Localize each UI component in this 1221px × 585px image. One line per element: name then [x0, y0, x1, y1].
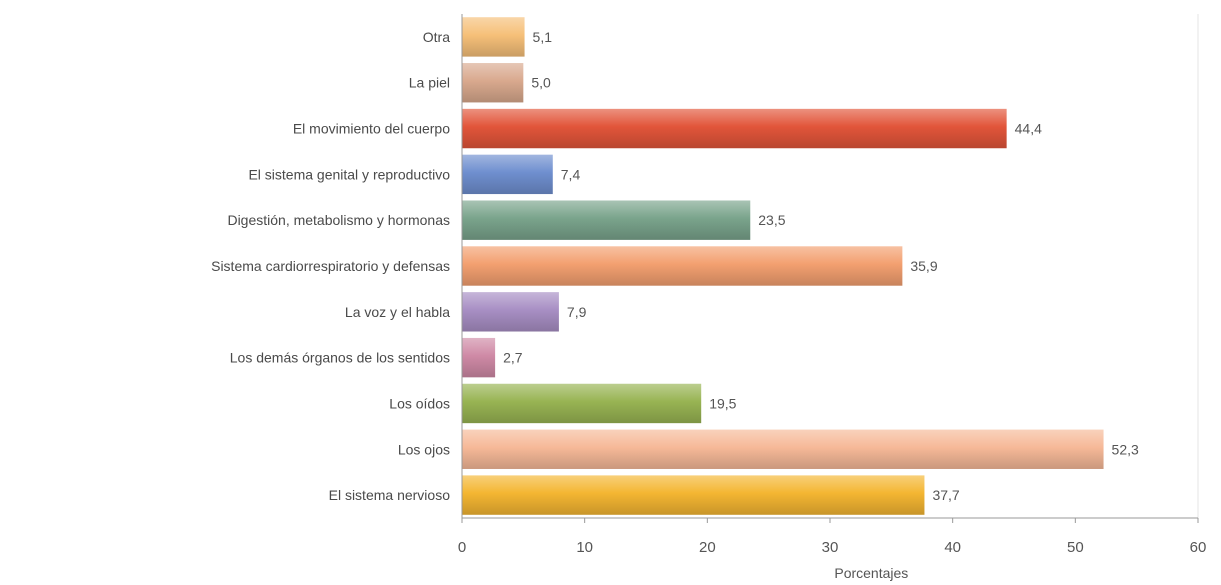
x-ticks-group: 0 10 20 30 40 50 60 — [458, 518, 1207, 556]
bars-group — [462, 17, 1104, 515]
value-label-4: 23,5 — [758, 212, 785, 228]
bar-10 — [462, 475, 925, 515]
bar-4 — [462, 200, 751, 240]
x-tick-label-0: 0 — [458, 539, 466, 556]
value-label-1: 5,0 — [531, 75, 551, 91]
value-label-2: 44,4 — [1015, 121, 1042, 137]
value-label-10: 37,7 — [932, 487, 959, 503]
category-label-7: Los demás órganos de los sentidos — [230, 350, 450, 366]
value-label-3: 7,4 — [561, 166, 581, 182]
x-tick-label-4: 40 — [944, 539, 961, 556]
bar-0 — [462, 17, 525, 57]
bar-6 — [462, 292, 559, 332]
category-label-8: Los oídos — [389, 395, 450, 411]
category-label-2: El movimiento del cuerpo — [293, 121, 450, 137]
value-label-6: 7,9 — [567, 304, 587, 320]
value-label-7: 2,7 — [503, 350, 523, 366]
x-tick-label-6: 60 — [1190, 539, 1207, 556]
category-label-10: El sistema nervioso — [329, 487, 451, 503]
category-label-4: Digestión, metabolismo y hormonas — [227, 212, 450, 228]
value-labels-group: 5,1 5,0 44,4 7,4 23,5 35,9 7,9 2,7 19,5 52,3 37,7 — [503, 29, 1139, 503]
category-label-3: El sistema genital y reproductivo — [248, 166, 450, 182]
x-tick-label-3: 30 — [822, 539, 839, 556]
category-label-9: Los ojos — [398, 441, 450, 457]
category-label-1: La piel — [409, 75, 450, 91]
category-label-6: La voz y el habla — [345, 304, 450, 320]
x-tick-label-5: 50 — [1067, 539, 1084, 556]
category-label-5: Sistema cardiorrespiratorio y defensas — [211, 258, 450, 274]
category-label-0: Otra — [423, 29, 450, 45]
bar-3 — [462, 154, 553, 195]
category-labels-group: Otra La piel El movimiento del cuerpo El si… — [211, 29, 450, 503]
bar-1 — [462, 63, 524, 103]
bar-5 — [462, 246, 903, 286]
value-label-0: 5,1 — [533, 29, 553, 45]
bar-2 — [462, 108, 1007, 149]
x-tick-label-1: 10 — [576, 539, 593, 556]
bar-7 — [462, 337, 496, 378]
bar-9 — [462, 429, 1104, 469]
bar-8 — [462, 383, 702, 424]
value-label-5: 35,9 — [910, 258, 937, 274]
value-label-9: 52,3 — [1112, 441, 1139, 457]
x-tick-label-2: 20 — [699, 539, 716, 556]
x-axis-title: Porcentajes — [834, 565, 908, 581]
value-label-8: 19,5 — [709, 395, 736, 411]
